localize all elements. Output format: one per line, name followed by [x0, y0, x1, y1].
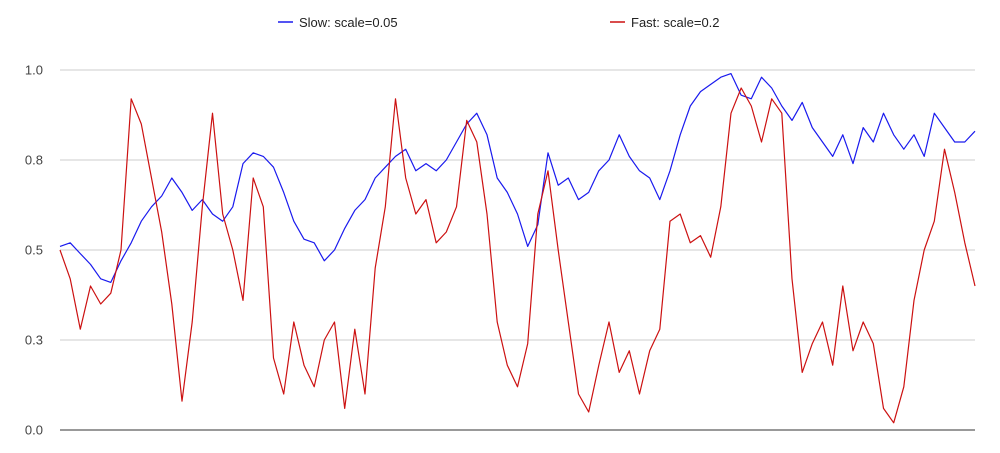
- y-tick-label: 0.3: [25, 333, 43, 348]
- y-tick-label: 0.0: [25, 423, 43, 438]
- series-line-slow: [59, 72, 976, 283]
- y-tick-label: 1.0: [25, 63, 43, 78]
- legend-label: Fast: scale=0.2: [631, 15, 720, 30]
- legend: Slow: scale=0.05 Fast: scale=0.2: [278, 15, 720, 30]
- series-line-fast: [59, 87, 976, 424]
- grid-lines: [60, 69, 975, 341]
- legend-label: Slow: scale=0.05: [299, 15, 398, 30]
- series-lines: [59, 72, 976, 424]
- y-tick-label: 0.5: [25, 243, 43, 258]
- y-axis-tick-labels: 0.0 0.3 0.5 0.8 1.0: [25, 63, 43, 438]
- y-tick-label: 0.8: [25, 153, 43, 168]
